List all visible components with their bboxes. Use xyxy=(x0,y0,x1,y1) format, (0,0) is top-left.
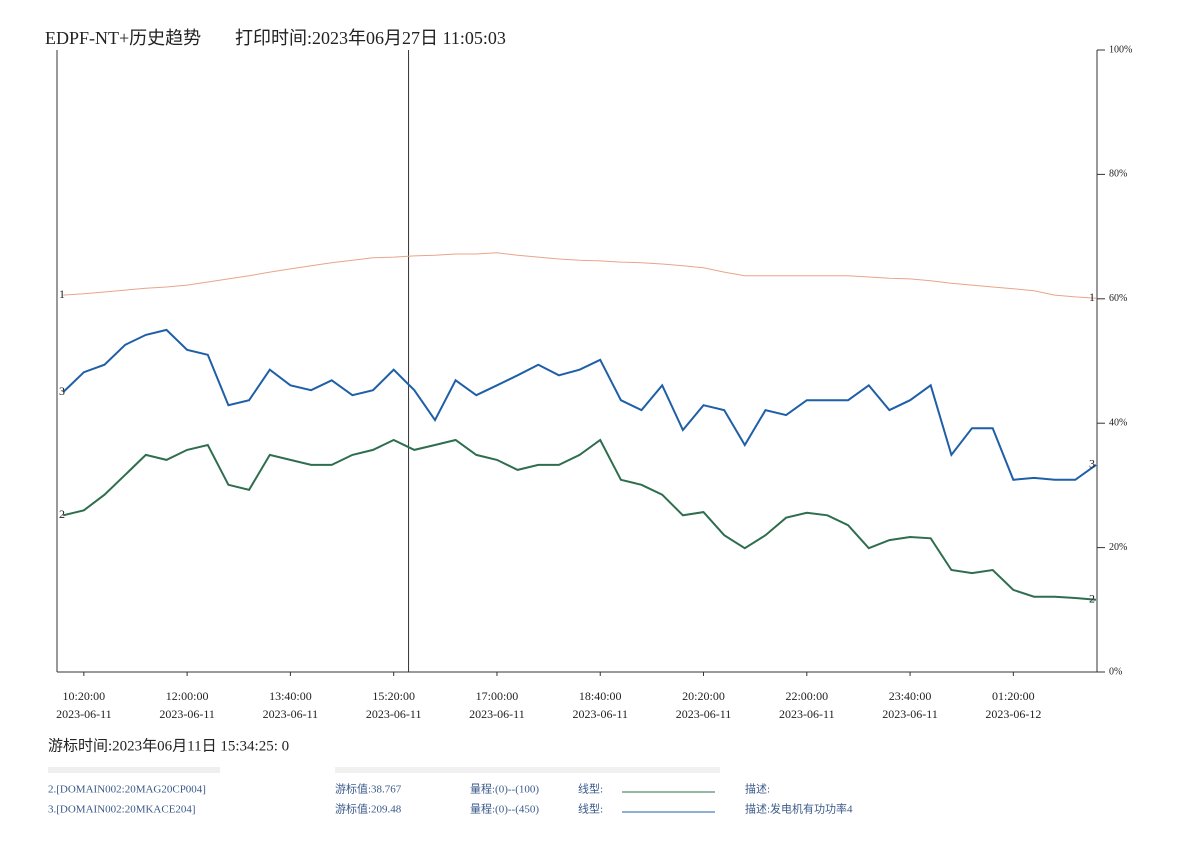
x-tick-date: 2023-06-12 xyxy=(985,707,1041,721)
series-line xyxy=(62,438,1097,601)
cursor-time: 游标时间:2023年06月11日 15:34:25: 0 xyxy=(48,737,289,754)
series-line xyxy=(62,328,1097,481)
x-tick-date: 2023-06-11 xyxy=(263,707,319,721)
y-tick-label: 60% xyxy=(1109,293,1127,304)
x-tick-label: 10:20:00 xyxy=(63,689,106,703)
legend-cursor-value: 游标值:209.48 xyxy=(335,802,402,816)
legend-cursor-value: 游标值:38.767 xyxy=(335,782,402,796)
print-time: 打印时间:2023年06月27日 11:05:03 xyxy=(235,28,506,48)
y-tick-label: 80% xyxy=(1109,169,1127,180)
y-tick-label: 20% xyxy=(1109,542,1127,553)
y-tick-label: 0% xyxy=(1109,666,1122,677)
x-tick-label: 13:40:00 xyxy=(269,689,312,703)
x-tick-date: 2023-06-11 xyxy=(159,707,215,721)
x-tick-label: 17:00:00 xyxy=(476,689,519,703)
legend-range: 量程:(0)--(450) xyxy=(470,803,539,816)
x-tick-label: 23:40:00 xyxy=(889,689,932,703)
line-label-start: 1 xyxy=(59,287,65,301)
x-tick-date: 2023-06-11 xyxy=(779,707,835,721)
x-tick-label: 01:20:00 xyxy=(992,689,1035,703)
chart-title: EDPF-NT+历史趋势 xyxy=(45,28,201,48)
y-tick-label: 100% xyxy=(1109,44,1132,55)
legend-desc: 描述:发电机有功功率4 xyxy=(745,802,853,816)
x-tick-label: 12:00:00 xyxy=(166,689,209,703)
legend-tag: 3.[DOMAIN002:20MKACE204] xyxy=(48,804,196,816)
x-tick-label: 15:20:00 xyxy=(372,689,415,703)
line-label-end: 2 xyxy=(1089,592,1095,606)
x-tick-label: 18:40:00 xyxy=(579,689,622,703)
x-tick-label: 20:20:00 xyxy=(682,689,725,703)
x-tick-label: 22:00:00 xyxy=(785,689,828,703)
series-line xyxy=(63,252,1097,299)
legend-linetype: 线型: xyxy=(578,782,603,796)
y-tick-label: 40% xyxy=(1109,417,1127,428)
x-tick-date: 2023-06-11 xyxy=(676,707,732,721)
line-label-start: 2 xyxy=(59,507,65,521)
x-tick-date: 2023-06-11 xyxy=(572,707,628,721)
legend-linetype: 线型: xyxy=(578,802,603,816)
legend-range: 量程:(0)--(100) xyxy=(470,783,539,796)
x-tick-date: 2023-06-11 xyxy=(56,707,112,721)
x-tick-date: 2023-06-11 xyxy=(469,707,525,721)
x-tick-date: 2023-06-11 xyxy=(882,707,938,721)
x-tick-date: 2023-06-11 xyxy=(366,707,422,721)
line-label-end: 1 xyxy=(1089,290,1095,304)
line-label-end: 3 xyxy=(1089,457,1095,471)
legend-desc: 描述: xyxy=(745,782,770,796)
legend-tag: 2.[DOMAIN002:20MAG20CP004] xyxy=(48,784,206,796)
line-label-start: 3 xyxy=(59,384,65,398)
